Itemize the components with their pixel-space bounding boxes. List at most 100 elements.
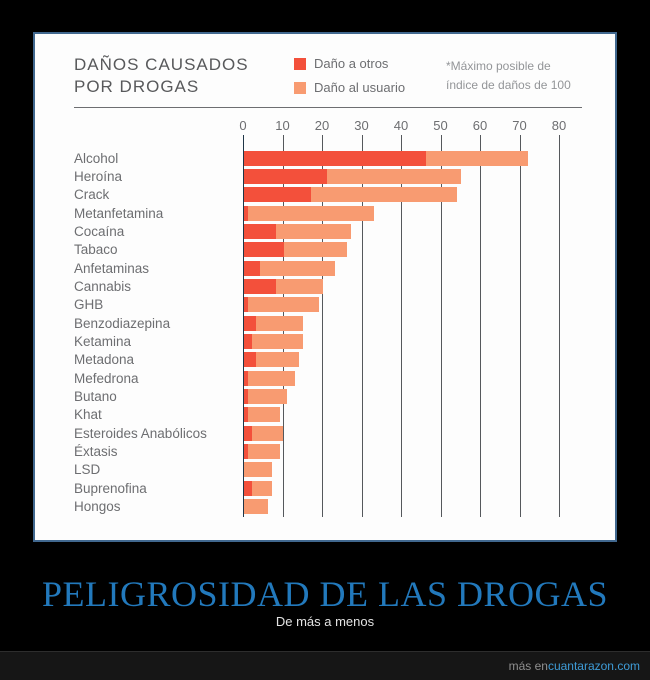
bar-segment-others (244, 407, 248, 423)
stacked-bar (244, 480, 272, 496)
bar-segment-others (244, 260, 260, 276)
header-divider (74, 107, 582, 108)
bar-segment-user (255, 352, 300, 368)
bar-segment-user (251, 333, 304, 349)
bar-segment-user (251, 425, 284, 441)
stacked-bar (244, 462, 272, 478)
gridline (440, 135, 442, 517)
legend-swatch (294, 81, 306, 94)
bar-segment-user (247, 370, 296, 386)
row-label: GHB (74, 297, 104, 313)
gridline (519, 135, 521, 517)
row-label: Anfetaminas (74, 260, 150, 276)
stacked-bar (244, 315, 304, 331)
bar-segment-others (244, 278, 276, 294)
stacked-bar (244, 187, 458, 203)
bar-segment-user (275, 223, 351, 239)
x-tick-label: 20 (314, 118, 330, 133)
x-tick-label: 70 (512, 118, 527, 133)
legend-item: Daño a otros (294, 56, 405, 71)
chart-note-line1: *Máximo posible de (446, 59, 551, 73)
stacked-bar (244, 407, 280, 423)
bar-segment-others (244, 242, 284, 258)
chart-legend: Daño a otros Daño al usuario (294, 56, 405, 104)
bar-segment-user (259, 260, 335, 276)
bar-segment-user (275, 278, 323, 294)
stacked-bar (244, 498, 268, 514)
row-label: Alcohol (74, 150, 119, 166)
bar-segment-others (244, 425, 252, 441)
x-tick-label: 30 (354, 118, 369, 133)
row-label: Mefedrona (74, 370, 139, 386)
stacked-bar (244, 205, 375, 221)
bar-segment-user (251, 480, 272, 496)
bar-segment-user (244, 462, 272, 478)
watermark-site-link[interactable]: cuantarazon.com (547, 659, 640, 673)
row-label: Esteroides Anabólicos (74, 425, 207, 441)
meme-subtitle: De más a menos (275, 614, 375, 629)
stacked-bar (244, 297, 320, 313)
x-tick-label: 50 (433, 118, 448, 133)
bar-segment-others (244, 150, 426, 166)
watermark-prefix: más en (508, 659, 548, 673)
bar-segment-others (244, 297, 248, 313)
gridline (361, 135, 363, 517)
legend-swatch (294, 57, 306, 70)
bar-segment-others (244, 223, 276, 239)
row-label: Khat (74, 407, 102, 423)
bar-segment-others (244, 388, 248, 404)
stacked-bar (244, 425, 284, 441)
chart-title: DAÑOS CAUSADOS POR DROGAS (74, 54, 249, 98)
stacked-bar (244, 242, 347, 258)
bar-segment-others (244, 480, 252, 496)
gridline (559, 135, 560, 517)
bar-segment-user (247, 297, 320, 313)
x-tick-label: 10 (275, 118, 290, 133)
legend-label: Daño al usuario (314, 80, 406, 95)
stacked-bar (244, 223, 351, 239)
row-label: Heroína (74, 168, 123, 184)
bar-segment-user (326, 168, 462, 184)
bar-segment-others (244, 187, 312, 203)
row-label: Benzodiazepina (74, 315, 171, 331)
legend-label: Daño a otros (314, 56, 389, 71)
row-label: Metadona (74, 352, 135, 368)
chart-title-line2: POR DROGAS (74, 77, 200, 96)
bar-segment-others (244, 205, 248, 221)
stacked-bar (244, 278, 323, 294)
chart-title-line1: DAÑOS CAUSADOS (74, 55, 249, 74)
bar-segment-user (255, 315, 304, 331)
meme-title: PELIGROSIDAD DE LAS DROGAS (41, 574, 609, 614)
row-label: Tabaco (74, 242, 118, 258)
row-label: Crack (74, 187, 110, 203)
bar-segment-others (244, 315, 256, 331)
x-tick-label: 80 (551, 118, 567, 133)
bar-segment-others (244, 168, 327, 184)
x-tick-label: 0 (239, 118, 247, 133)
gridline (480, 135, 481, 517)
bar-segment-user (283, 242, 347, 258)
bar-segment-user (247, 205, 375, 221)
bar-segment-user (247, 407, 280, 423)
chart-note: *Máximo posible de índice de daños de 10… (446, 57, 571, 95)
stacked-bar (244, 352, 300, 368)
gridline (322, 135, 323, 517)
bar-segment-others (244, 370, 248, 386)
row-label: Buprenofina (74, 480, 147, 496)
row-label: Cocaína (74, 223, 125, 239)
row-label: Metanfetamina (74, 205, 164, 221)
legend-item: Daño al usuario (294, 80, 405, 95)
stacked-bar (244, 333, 304, 349)
watermark-bar: más en cuantarazon.com (0, 651, 650, 680)
row-label: LSD (74, 462, 101, 478)
row-label: Éxtasis (74, 443, 118, 459)
bar-segment-others (244, 443, 248, 459)
chart-note-line2: índice de daños de 100 (446, 78, 571, 92)
zero-gridline (243, 135, 244, 517)
stacked-bar (244, 443, 280, 459)
stacked-bar (244, 388, 288, 404)
row-label: Cannabis (74, 278, 132, 294)
gridline (401, 135, 402, 517)
stacked-bar (244, 168, 462, 184)
